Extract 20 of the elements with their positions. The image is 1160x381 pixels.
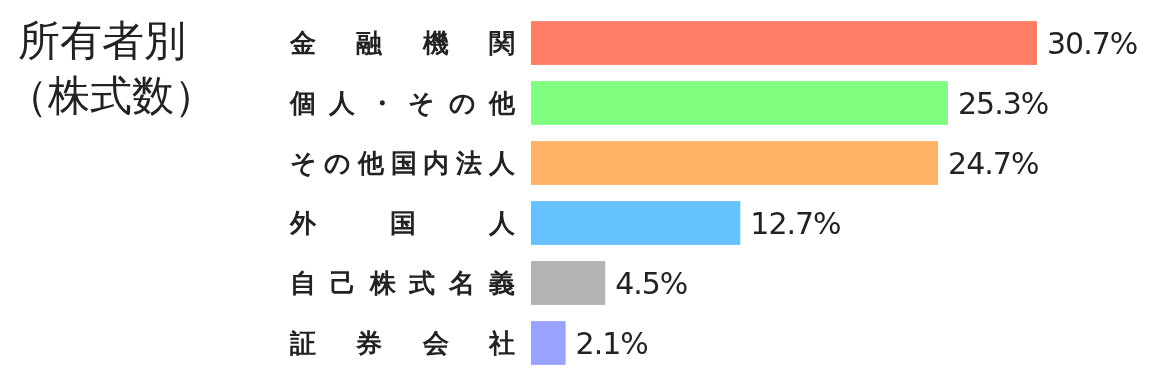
y-tick-label: 個人・その他: [289, 88, 516, 119]
data-label: 12.7%: [750, 205, 841, 241]
y-tick-label: 外国人: [289, 208, 516, 239]
text: （株式数）: [6, 71, 216, 120]
bar: [531, 21, 1037, 65]
data-label: 2.1%: [575, 325, 648, 361]
bar: [531, 81, 948, 125]
data-label: 4.5%: [615, 265, 688, 301]
data-label: 24.7%: [948, 145, 1039, 181]
bar: [531, 321, 566, 365]
bar: [531, 261, 606, 305]
y-tick-label: 金融機関: [289, 28, 515, 59]
bar: [531, 141, 939, 185]
data-label: 30.7%: [1047, 25, 1138, 61]
data-label: 25.3%: [958, 85, 1049, 121]
text: 所有者別: [18, 16, 186, 65]
y-tick-label: その他国内法人: [290, 148, 516, 179]
bar: [531, 201, 741, 245]
y-tick-label: 証券会社: [289, 328, 515, 359]
y-tick-label: 自己株式名義: [290, 268, 515, 299]
